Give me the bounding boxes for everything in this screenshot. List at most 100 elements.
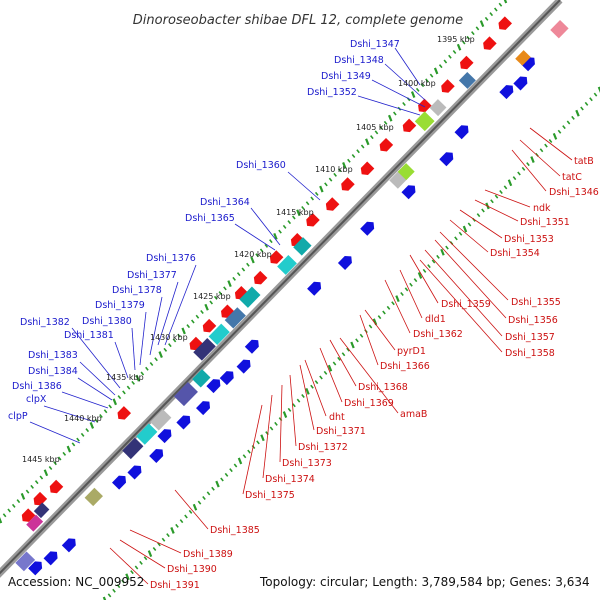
inner-tick-mark: [125, 573, 130, 581]
inner-tick-mark: [202, 496, 206, 500]
plus-strand-gene-arrow: [127, 465, 142, 480]
inner-tick-mark: [287, 407, 292, 412]
inner-tick-mark: [282, 411, 288, 418]
inner-tick-mark: [507, 179, 513, 187]
inner-tick-mark: [575, 109, 580, 117]
inner-tick-mark: [368, 324, 373, 329]
label-leader-line: [474, 199, 519, 222]
inner-tick-mark: [121, 579, 125, 584]
outer-tick-mark: [425, 78, 429, 83]
inner-tick-mark: [391, 301, 395, 306]
inner-tick-mark: [319, 375, 323, 380]
gene-label-tatb: tatB: [574, 156, 594, 167]
gene-label-dshi-1375: Dshi_1375: [245, 490, 295, 501]
accession-text: Accession: NC_009952: [8, 575, 144, 589]
gene-label-dshi-1347: Dshi_1347: [350, 39, 400, 50]
label-leader-line: [129, 529, 182, 554]
label-leader-line: [279, 384, 283, 463]
inner-tick-mark: [417, 272, 423, 279]
inner-tick-mark: [341, 352, 346, 357]
gene-label-dshi-1357: Dshi_1357: [505, 332, 555, 343]
label-leader-line: [119, 539, 166, 569]
inner-tick-mark: [274, 421, 278, 426]
kbp-label-1410: 1410 kbp: [315, 165, 353, 174]
label-leader-line: [234, 223, 276, 251]
inner-tick-mark: [517, 171, 521, 176]
gene-label-dshi-1371: Dshi_1371: [316, 426, 366, 437]
gene-label-dshi-1382: Dshi_1382: [20, 317, 70, 328]
outer-tick-mark: [337, 168, 342, 173]
inner-tick-mark: [566, 120, 571, 125]
inner-tick-mark: [355, 338, 359, 343]
outer-tick-mark: [43, 469, 49, 477]
inner-tick-mark: [260, 434, 265, 442]
outer-tick-mark: [250, 256, 255, 264]
inner-tick-mark: [179, 519, 184, 524]
gene-label-dshi-1389: Dshi_1389: [183, 549, 233, 560]
label-leader-line: [71, 327, 121, 389]
kbp-label-1430: 1430 kbp: [150, 333, 188, 342]
outer-tick-mark: [16, 499, 21, 504]
label-leader-line: [439, 231, 509, 301]
label-leader-line: [394, 47, 421, 86]
minus-strand-gene-arrow: [460, 55, 474, 70]
inner-tick-mark: [305, 387, 310, 395]
inner-tick-mark: [107, 593, 112, 598]
outer-tick-mark: [168, 343, 172, 348]
outer-tick-mark: [204, 303, 209, 311]
feature-track: [15, 16, 569, 576]
outer-tick-mark: [11, 503, 16, 508]
gene-label-dshi-1368: Dshi_1368: [358, 382, 408, 393]
label-leader-line: [384, 279, 411, 334]
label-leader-line: [299, 364, 315, 431]
inner-tick-mark: [170, 527, 175, 534]
label-leader-line: [519, 139, 561, 177]
inner-tick-mark: [197, 500, 202, 505]
label-leader-line: [289, 374, 297, 447]
label-leader-line: [109, 547, 149, 585]
inner-tick-mark: [161, 537, 166, 542]
label-leader-line: [484, 189, 531, 208]
gene-label-dshi-1356: Dshi_1356: [508, 315, 558, 326]
gene-label-dshi-1346: Dshi_1346: [549, 187, 599, 198]
inner-tick-mark: [427, 264, 431, 269]
outer-tick-mark: [503, 0, 508, 4]
gene-feature-box: [208, 323, 230, 345]
minus-strand-gene-arrow: [325, 197, 340, 211]
gene-label-dshi-1379: Dshi_1379: [95, 300, 145, 311]
label-leader-line: [242, 404, 263, 495]
outer-tick-mark: [186, 324, 191, 329]
outer-tick-mark: [305, 201, 310, 206]
minus-strand-gene-arrow: [402, 118, 417, 133]
inner-tick-mark: [562, 125, 566, 130]
outer-tick-mark: [241, 267, 246, 272]
minus-strand-gene-arrow: [379, 137, 394, 152]
inner-tick-mark: [256, 440, 260, 445]
inner-tick-mark: [431, 259, 436, 264]
outer-tick-mark: [388, 114, 393, 122]
outer-tick-mark: [190, 319, 195, 324]
minus-strand-gene-arrow: [253, 270, 268, 285]
minus-strand-gene-arrow: [341, 177, 355, 191]
tick-ring-outer: [0, 0, 508, 524]
map-title: Dinoroseobacter shibae DFL 12, complete …: [133, 13, 463, 28]
plus-strand-gene-arrow: [219, 371, 234, 386]
kbp-label-1415: 1415 kbp: [276, 208, 314, 217]
plus-strand-gene-arrow: [28, 561, 43, 576]
outer-tick-mark: [433, 67, 439, 75]
outer-tick-mark: [356, 149, 360, 154]
inner-tick-mark: [413, 278, 418, 283]
inner-tick-mark: [166, 533, 170, 538]
inner-tick-mark: [359, 333, 364, 338]
gene-feature-box: [515, 50, 531, 66]
outer-tick-mark: [246, 262, 250, 267]
outer-tick-mark: [324, 182, 328, 187]
inner-tick-mark: [476, 213, 481, 218]
inner-tick-mark: [157, 542, 161, 547]
plus-strand-gene-arrow: [112, 475, 127, 490]
inner-tick-mark: [580, 106, 584, 111]
outer-tick-mark: [34, 480, 39, 485]
label-leader-line: [262, 394, 273, 479]
outer-tick-mark: [342, 162, 347, 169]
outer-tick-mark: [379, 125, 383, 130]
